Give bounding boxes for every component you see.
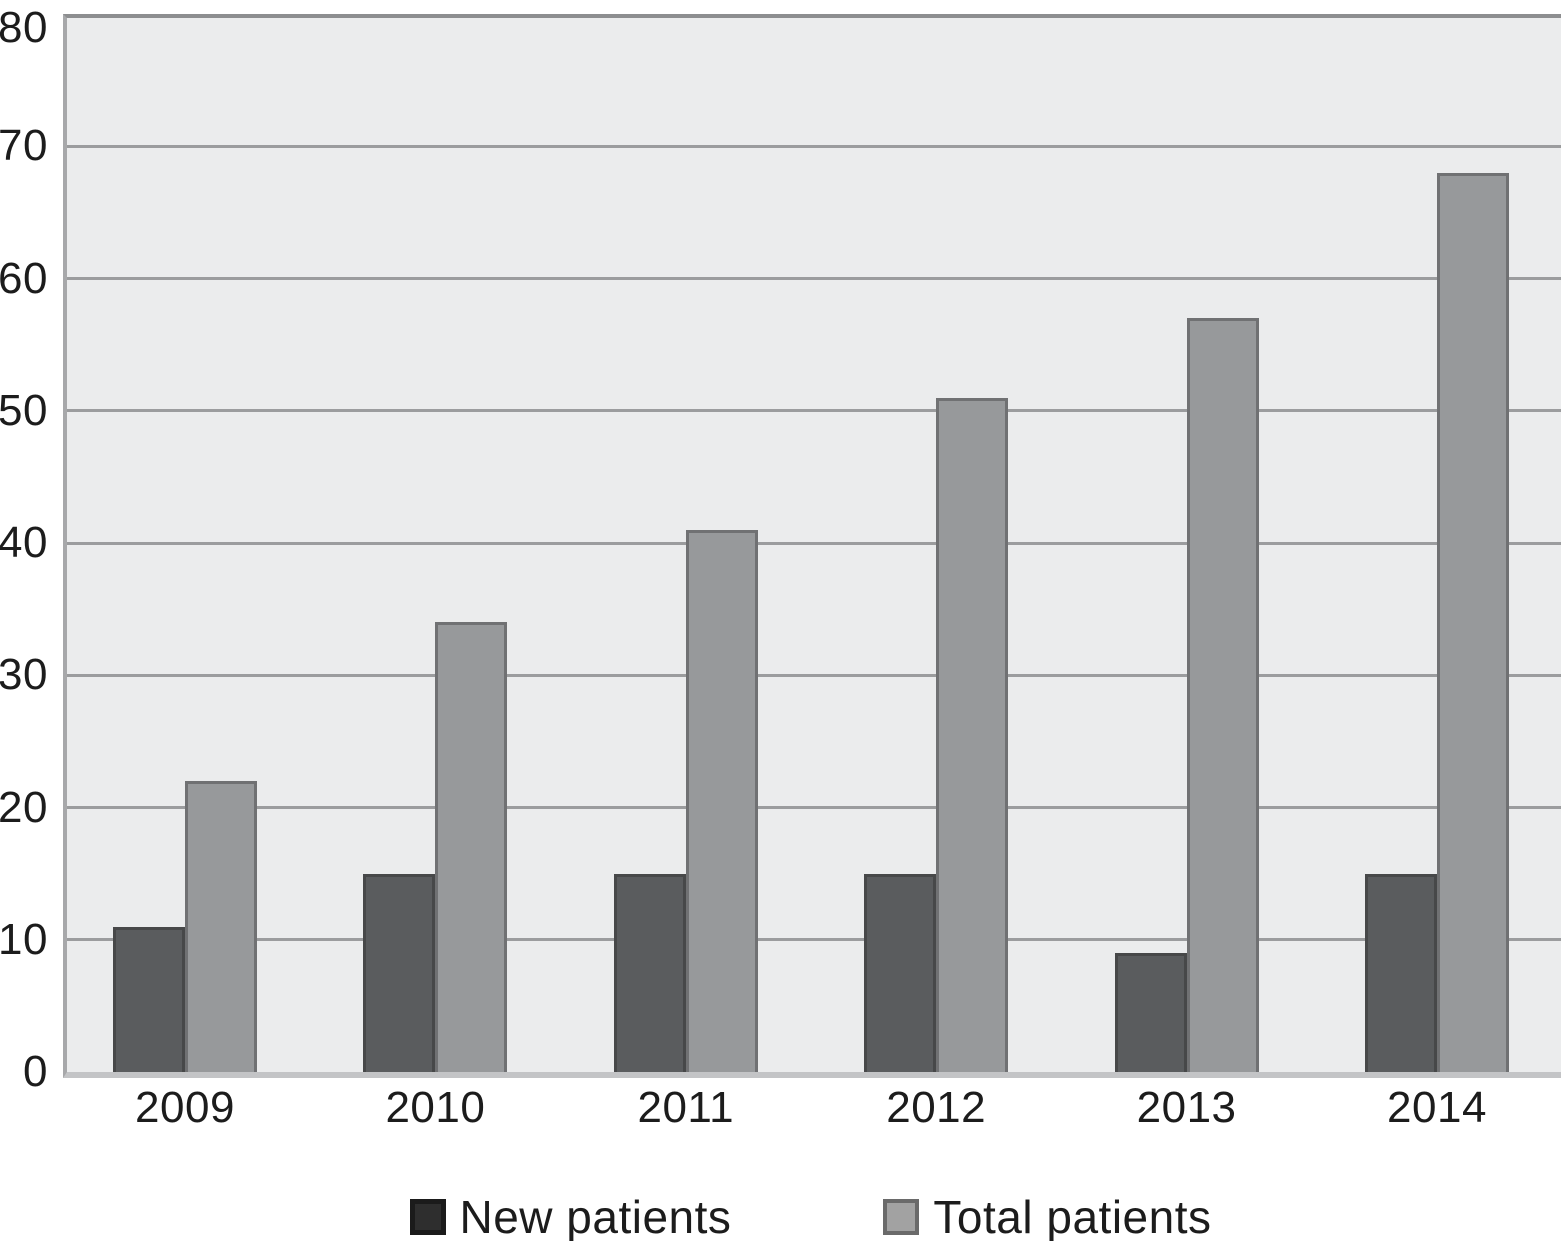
bar-new-patients-2010 (363, 873, 436, 1072)
gridline-50 (67, 409, 1561, 413)
y-tick-label-30: 30 (0, 650, 48, 700)
y-tick-label-80: 80 (0, 3, 48, 52)
legend: New patients Total patients (60, 1192, 1561, 1241)
gridline-40 (67, 541, 1561, 545)
bar-total-patients-2013 (1186, 318, 1259, 1072)
gridline-30 (67, 673, 1561, 677)
gridline-10 (67, 938, 1561, 942)
legend-label-total-patients: Total patients (933, 1190, 1212, 1241)
x-tick-label-2012: 2012 (886, 1083, 987, 1132)
y-tick-label-60: 60 (0, 253, 48, 303)
x-tick-label-2009: 2009 (135, 1083, 235, 1132)
gridline-60 (67, 277, 1561, 280)
bar-total-patients-2014 (1437, 172, 1509, 1072)
bar-total-patients-2009 (185, 781, 257, 1072)
legend-swatch-total-patients (883, 1198, 920, 1235)
x-tick-label-2014: 2014 (1387, 1083, 1487, 1132)
bar-total-patients-2010 (435, 622, 508, 1072)
x-tick-label-2011: 2011 (637, 1083, 735, 1132)
x-tick-label-2010: 2010 (385, 1083, 486, 1132)
gridline-20 (67, 806, 1561, 809)
gridline-70 (67, 144, 1561, 148)
y-tick-label-0: 0 (23, 1047, 48, 1096)
legend-label-new-patients: New patients (459, 1190, 732, 1241)
x-axis: 2009 2010 2011 2012 2013 2014 (0, 1082, 1561, 1142)
y-axis: 0 10 20 30 40 50 60 70 80 (0, 0, 56, 1241)
legend-item-new-patients: New patients (409, 1190, 732, 1241)
y-tick-label-20: 20 (0, 782, 48, 832)
y-tick-label-10: 10 (0, 914, 48, 964)
legend-item-total-patients: Total patients (883, 1193, 1211, 1241)
bar-new-patients-2013 (1114, 952, 1187, 1072)
bar-total-patients-2011 (685, 529, 758, 1072)
legend-swatch-new-patients (409, 1198, 446, 1235)
bar-new-patients-2009 (113, 926, 185, 1072)
bar-new-patients-2014 (1365, 873, 1437, 1072)
bar-new-patients-2012 (864, 873, 937, 1072)
bar-new-patients-2011 (613, 873, 686, 1072)
bar-total-patients-2012 (936, 397, 1009, 1072)
plot-area (63, 14, 1561, 1078)
y-tick-label-70: 70 (0, 121, 48, 171)
x-tick-label-2013: 2013 (1136, 1083, 1237, 1132)
y-tick-label-50: 50 (0, 385, 48, 435)
y-tick-label-40: 40 (0, 518, 48, 567)
